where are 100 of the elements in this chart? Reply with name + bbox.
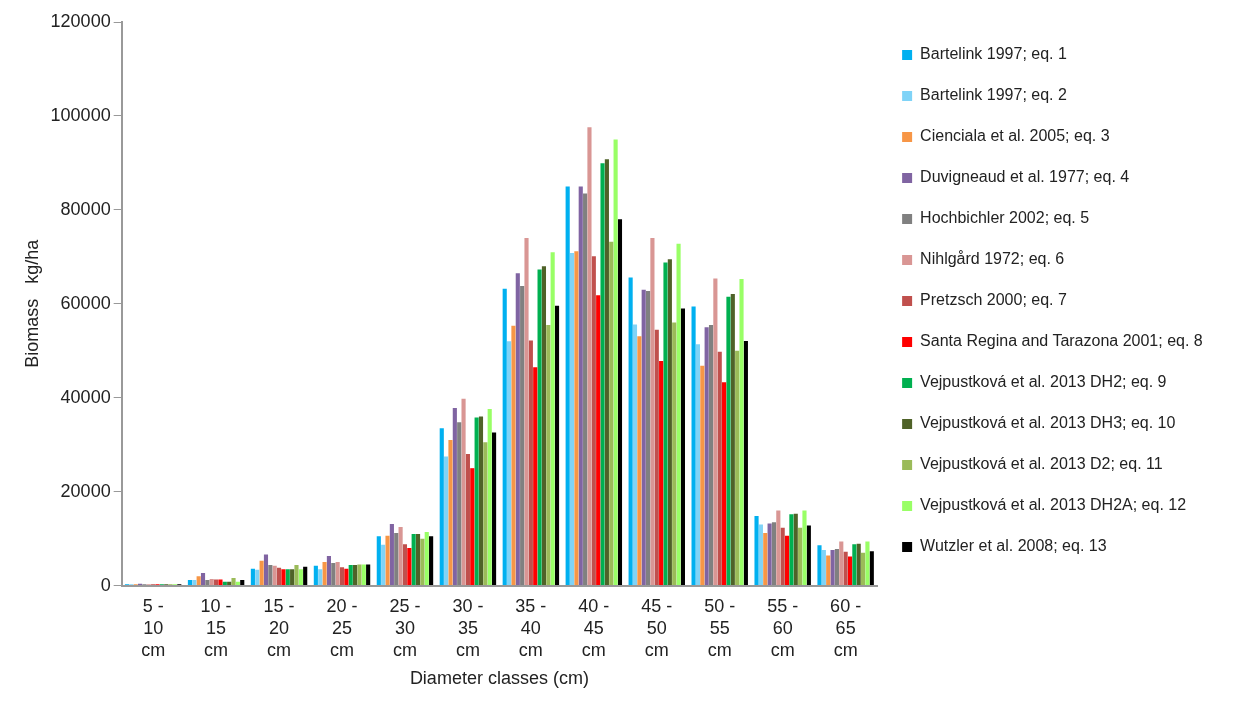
bar: [680, 308, 685, 586]
bar: [263, 554, 269, 586]
bar: [528, 340, 533, 586]
bar: [541, 266, 547, 586]
bar: [420, 538, 425, 586]
bar: [461, 398, 466, 586]
bar: [348, 564, 353, 586]
bar: [663, 262, 668, 586]
bar: [659, 361, 664, 586]
bar: [856, 543, 861, 586]
x-tick-label: 5 - 10 cm: [141, 596, 166, 660]
bar: [722, 382, 727, 586]
bar: [439, 428, 444, 586]
bar: [637, 336, 642, 586]
bar: [609, 241, 614, 586]
bar: [281, 569, 286, 586]
bar: [448, 440, 453, 586]
bar: [802, 510, 807, 586]
legend-label: Vejpustková et al. 2013 DH2; eq. 9: [920, 373, 1167, 391]
bar: [650, 238, 655, 586]
bar: [231, 578, 236, 586]
bar: [318, 569, 323, 586]
bar: [407, 548, 412, 586]
bar: [830, 549, 835, 586]
bar: [491, 432, 497, 586]
bar: [578, 186, 583, 586]
x-tick-label: 35 - 40 cm: [515, 596, 547, 660]
bar: [353, 564, 358, 586]
x-tick-label: 20 - 25 cm: [326, 596, 358, 660]
bar: [424, 532, 429, 586]
bar: [196, 576, 201, 586]
bar: [730, 293, 735, 586]
x-tick-label: 30 - 35 cm: [452, 596, 484, 660]
bar: [763, 533, 768, 586]
bar: [205, 579, 210, 586]
bar: [235, 581, 240, 586]
bar: [806, 525, 811, 586]
bar: [574, 251, 579, 586]
bar: [583, 193, 588, 586]
bar: [511, 325, 516, 586]
bar: [691, 306, 696, 586]
bar: [533, 367, 538, 586]
bar: [758, 524, 763, 586]
bar: [303, 566, 308, 586]
legend-label: Hochbichler 2002; eq. 5: [920, 209, 1090, 227]
bar: [672, 322, 677, 586]
bar: [394, 533, 399, 586]
legend-label: Vejpustková et al. 2013 DH3; eq. 10: [920, 414, 1176, 432]
bar: [754, 516, 759, 586]
bar: [255, 569, 260, 586]
bar: [847, 556, 853, 586]
bar: [322, 562, 327, 586]
bar: [717, 351, 722, 586]
bar: [743, 340, 748, 586]
bar: [771, 522, 777, 586]
bar: [470, 468, 475, 586]
x-tick-label: 25 - 30 cm: [389, 596, 421, 660]
legend-label: Nihlgård 1972; eq. 6: [920, 250, 1065, 268]
y-tick-label: 40000: [60, 386, 111, 407]
bar: [865, 541, 870, 586]
bar: [695, 344, 701, 586]
bar: [214, 579, 219, 586]
bar: [587, 127, 592, 586]
legend-label: Bartelink 1997; eq. 1: [920, 45, 1067, 63]
bar: [285, 569, 290, 586]
bar: [294, 564, 299, 586]
bar: [713, 278, 718, 586]
bar: [502, 288, 507, 586]
y-tick-label: 100000: [50, 104, 111, 125]
bar: [331, 563, 336, 586]
x-tick-label: 15 - 20 cm: [263, 596, 295, 660]
bar: [726, 296, 731, 586]
bar: [227, 581, 232, 586]
bar: [821, 549, 826, 586]
bar: [290, 569, 295, 586]
x-tick-label: 40 - 45 cm: [578, 596, 610, 660]
bar: [478, 416, 484, 586]
bar: [200, 572, 206, 586]
bar: [604, 159, 609, 586]
bar: [780, 527, 785, 586]
bar: [546, 324, 551, 586]
bar: [361, 564, 366, 586]
legend-label: Vejpustková et al. 2013 DH2A; eq. 12: [920, 496, 1187, 514]
y-axis-title: Biomass kg/ha: [21, 238, 42, 368]
y-tick-label: 60000: [60, 292, 111, 313]
legend-label: Wutzler et al. 2008; eq. 13: [920, 537, 1107, 555]
bar: [326, 556, 331, 586]
bar: [839, 541, 844, 586]
bar: [613, 139, 618, 586]
bar: [852, 544, 857, 586]
bar: [817, 545, 822, 586]
bar: [826, 555, 831, 586]
bar: [654, 329, 659, 586]
bar: [298, 569, 303, 586]
bar: [483, 442, 488, 586]
bar: [272, 565, 277, 586]
legend-label: Duvigneaud et al. 1977; eq. 4: [920, 168, 1130, 186]
bar: [676, 243, 681, 586]
bar: [735, 350, 740, 586]
x-axis-title: Diameter classes (cm): [409, 668, 589, 689]
